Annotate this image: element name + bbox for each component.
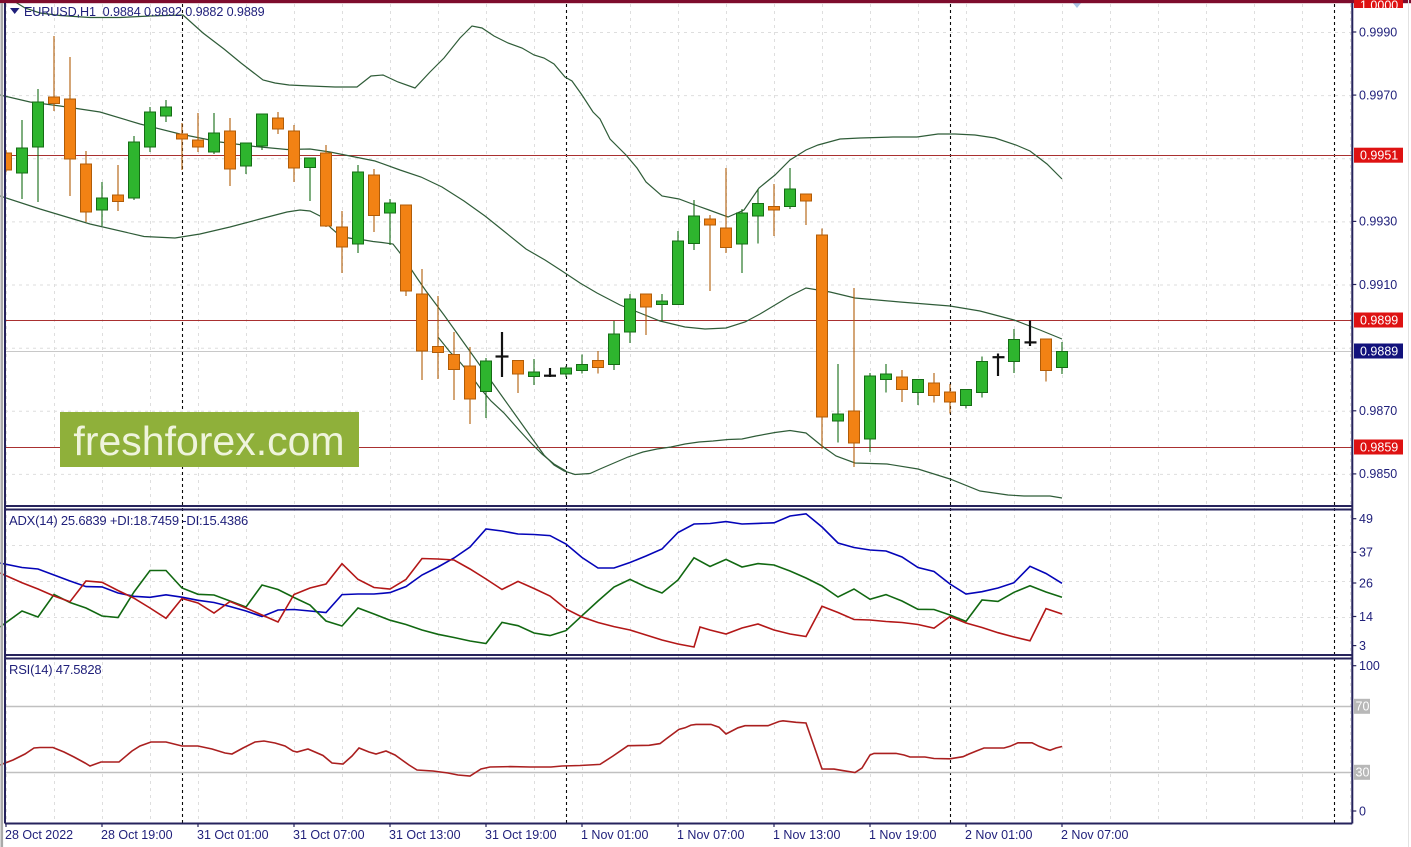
svg-text:31 Oct 13:00: 31 Oct 13:00 <box>389 828 461 842</box>
svg-text:2 Nov 01:00: 2 Nov 01:00 <box>965 828 1032 842</box>
svg-text:0.9889: 0.9889 <box>1360 344 1398 358</box>
svg-text:28 Oct 2022: 28 Oct 2022 <box>5 828 73 842</box>
svg-text:1 Nov 19:00: 1 Nov 19:00 <box>869 828 936 842</box>
svg-text:1 Nov 01:00: 1 Nov 01:00 <box>581 828 648 842</box>
svg-text:0.9970: 0.9970 <box>1359 88 1397 102</box>
svg-text:14: 14 <box>1359 610 1373 624</box>
svg-text:1 Nov 07:00: 1 Nov 07:00 <box>677 828 744 842</box>
svg-text:49: 49 <box>1359 512 1373 526</box>
svg-text:3: 3 <box>1359 639 1366 653</box>
svg-text:31 Oct 01:00: 31 Oct 01:00 <box>197 828 269 842</box>
svg-text:31 Oct 07:00: 31 Oct 07:00 <box>293 828 365 842</box>
svg-text:0.9910: 0.9910 <box>1359 278 1397 292</box>
svg-text:0.9850: 0.9850 <box>1359 467 1397 481</box>
svg-text:70: 70 <box>1356 700 1370 714</box>
svg-text:28 Oct 19:00: 28 Oct 19:00 <box>101 828 173 842</box>
svg-text:1 Nov 13:00: 1 Nov 13:00 <box>773 828 840 842</box>
svg-text:ADX(14) 25.6839 +DI:18.7459 -D: ADX(14) 25.6839 +DI:18.7459 -DI:15.4386 <box>9 513 248 528</box>
svg-text:30: 30 <box>1356 766 1370 780</box>
svg-text:31 Oct 19:00: 31 Oct 19:00 <box>485 828 557 842</box>
svg-text:RSI(14) 47.5828: RSI(14) 47.5828 <box>9 662 101 677</box>
svg-text:0.9899: 0.9899 <box>1360 313 1398 327</box>
svg-text:26: 26 <box>1359 576 1373 590</box>
svg-text:37: 37 <box>1359 546 1373 560</box>
svg-text:0: 0 <box>1359 804 1366 818</box>
svg-text:0.9859: 0.9859 <box>1360 440 1398 454</box>
svg-text:100: 100 <box>1359 659 1380 673</box>
svg-text:2 Nov 07:00: 2 Nov 07:00 <box>1061 828 1128 842</box>
svg-text:freshforex.com: freshforex.com <box>73 418 344 464</box>
svg-text:0.9990: 0.9990 <box>1359 25 1397 39</box>
svg-text:1.0000: 1.0000 <box>1360 0 1398 13</box>
svg-text:EURUSD,H1 0.9884 0.9892 0.988: EURUSD,H1 0.9884 0.9892 0.9882 0.9889 <box>24 5 265 19</box>
svg-text:0.9930: 0.9930 <box>1359 215 1397 229</box>
svg-text:0.9951: 0.9951 <box>1360 149 1398 163</box>
svg-text:0.9870: 0.9870 <box>1359 404 1397 418</box>
